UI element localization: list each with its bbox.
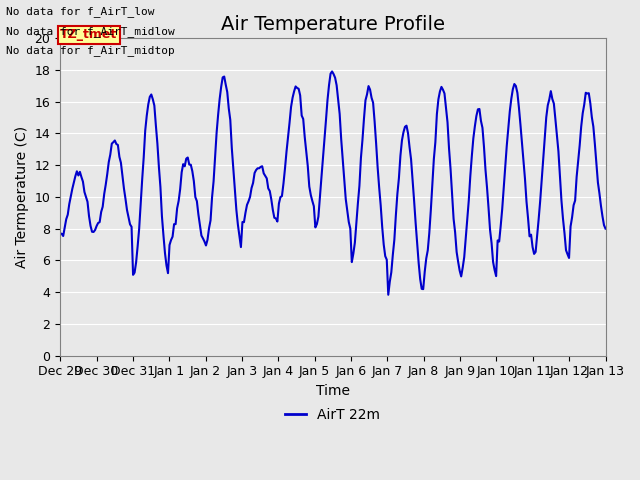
Y-axis label: Air Termperature (C): Air Termperature (C): [15, 126, 29, 268]
Title: Air Temperature Profile: Air Temperature Profile: [221, 15, 445, 34]
Text: No data for f_AirT_low: No data for f_AirT_low: [6, 6, 155, 17]
Text: TZ_tmet: TZ_tmet: [60, 28, 117, 41]
X-axis label: Time: Time: [316, 384, 350, 398]
Legend: AirT 22m: AirT 22m: [280, 403, 386, 428]
Text: No data for f_AirT_midlow: No data for f_AirT_midlow: [6, 25, 175, 36]
Text: No data for f_AirT_midtop: No data for f_AirT_midtop: [6, 45, 175, 56]
